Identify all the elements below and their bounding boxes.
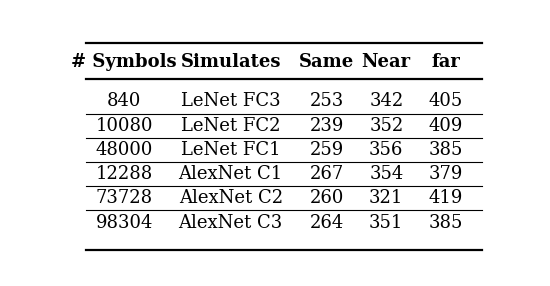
Text: 264: 264: [310, 214, 344, 232]
Text: 352: 352: [369, 117, 404, 135]
Text: 98304: 98304: [96, 214, 153, 232]
Text: LeNet FC1: LeNet FC1: [181, 141, 280, 159]
Text: 356: 356: [369, 141, 404, 159]
Text: 259: 259: [310, 141, 344, 159]
Text: 379: 379: [429, 165, 463, 183]
Text: 253: 253: [310, 92, 344, 110]
Text: Same: Same: [299, 53, 354, 71]
Text: 321: 321: [369, 189, 404, 207]
Text: 10080: 10080: [95, 117, 153, 135]
Text: Simulates: Simulates: [180, 53, 281, 71]
Text: 239: 239: [310, 117, 344, 135]
Text: 73728: 73728: [96, 189, 153, 207]
Text: far: far: [432, 53, 460, 71]
Text: 385: 385: [429, 141, 463, 159]
Text: AlexNet C1: AlexNet C1: [179, 165, 283, 183]
Text: 354: 354: [369, 165, 404, 183]
Text: AlexNet C2: AlexNet C2: [179, 189, 283, 207]
Text: 342: 342: [369, 92, 404, 110]
Text: 12288: 12288: [96, 165, 153, 183]
Text: 405: 405: [429, 92, 463, 110]
Text: # Symbols: # Symbols: [72, 53, 177, 71]
Text: 48000: 48000: [96, 141, 153, 159]
Text: LeNet FC3: LeNet FC3: [181, 92, 280, 110]
Text: AlexNet C3: AlexNet C3: [179, 214, 283, 232]
Text: 260: 260: [310, 189, 344, 207]
Text: 840: 840: [107, 92, 141, 110]
Text: Near: Near: [362, 53, 411, 71]
Text: 267: 267: [310, 165, 344, 183]
Text: LeNet FC2: LeNet FC2: [181, 117, 280, 135]
Text: 385: 385: [429, 214, 463, 232]
Text: 351: 351: [369, 214, 404, 232]
Text: 419: 419: [429, 189, 463, 207]
Text: 409: 409: [429, 117, 463, 135]
